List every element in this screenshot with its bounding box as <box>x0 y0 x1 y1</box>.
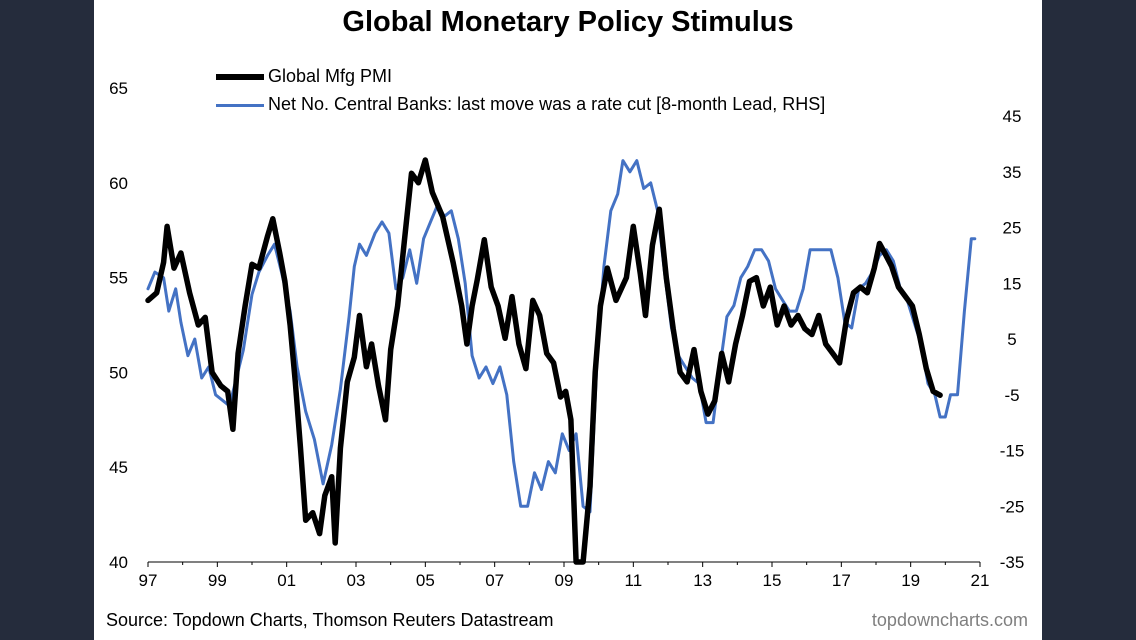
left-axis-label: 45 <box>109 458 128 477</box>
x-tick-label: 09 <box>555 571 574 590</box>
chart-plot: 97 99 01 03 05 07 09 11 13 15 17 19 21 65 60 55 50 45 40 45… <box>109 79 1025 590</box>
source-note: Source: Topdown Charts, Thomson Reuters … <box>106 610 554 630</box>
left-axis-label: 50 <box>109 363 128 382</box>
x-tick-label: 15 <box>763 571 782 590</box>
x-tick-label: 05 <box>416 571 435 590</box>
right-axis-label: 45 <box>1003 107 1022 126</box>
x-tick-label: 03 <box>347 571 366 590</box>
left-axis-label: 55 <box>109 269 128 288</box>
series-line-pmi <box>145 157 943 565</box>
x-tick-label: 99 <box>208 571 227 590</box>
left-axis-label: 60 <box>109 174 128 193</box>
left-axis-label: 65 <box>109 79 128 98</box>
brand-watermark: topdowncharts.com <box>871 610 1028 630</box>
right-axis-label: -35 <box>1000 553 1025 572</box>
right-axis-label: 35 <box>1003 163 1022 182</box>
x-tick-label: 01 <box>277 571 296 590</box>
left-axis-label: 40 <box>109 553 128 572</box>
chart-title: Global Monetary Policy Stimulus <box>342 6 794 38</box>
right-axis-label: 25 <box>1003 219 1022 238</box>
x-tick-label: 07 <box>485 571 504 590</box>
x-tick-label: 11 <box>625 571 643 590</box>
legend-swatch-pmi <box>216 74 264 80</box>
right-axis-label: 15 <box>1003 274 1022 293</box>
x-tick-label: 13 <box>693 571 712 590</box>
legend-swatch-central-banks <box>216 104 264 107</box>
x-tick-label: 97 <box>139 571 158 590</box>
right-axis-label: -25 <box>1000 497 1025 516</box>
x-tick-label: 17 <box>832 571 851 590</box>
chart-panel: Global Monetary Policy Stimulus 97 99 01 03… <box>94 0 1042 640</box>
right-axis-label: -5 <box>1004 386 1019 405</box>
x-tick-label: 21 <box>971 571 990 590</box>
right-axis-label: -15 <box>1000 442 1025 461</box>
x-tick-label: 19 <box>901 571 920 590</box>
legend-label-pmi: Global Mfg PMI <box>268 66 393 86</box>
legend-label-central-banks: Net No. Central Banks: last move was a r… <box>268 94 826 114</box>
series-line-central-banks <box>146 159 977 514</box>
right-axis-label: 5 <box>1007 330 1016 349</box>
